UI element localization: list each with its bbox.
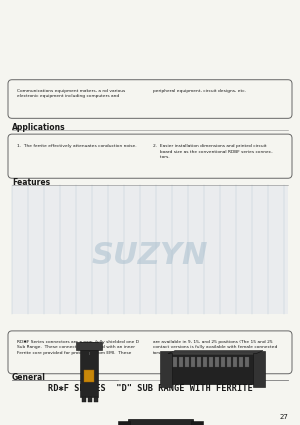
FancyBboxPatch shape	[8, 134, 292, 178]
Bar	[191, 421, 203, 425]
Bar	[88, 397, 92, 402]
Text: peripheral equipment, circuit designs, etc.: peripheral equipment, circuit designs, e…	[153, 89, 246, 93]
Text: Applications: Applications	[12, 123, 66, 132]
Text: RD✱F SERIES  "D" SUB RANGE WITH FERRITE: RD✱F SERIES "D" SUB RANGE WITH FERRITE	[48, 383, 252, 393]
Text: 2.  Easier installation dimensions and printed circuit
     board size as the co: 2. Easier installation dimensions and pr…	[153, 144, 273, 159]
Bar	[160, 351, 172, 387]
Bar	[197, 357, 201, 367]
Bar	[12, 185, 288, 314]
Bar	[179, 357, 183, 367]
Bar	[94, 397, 98, 402]
Bar	[82, 397, 86, 402]
Bar	[76, 342, 102, 350]
Polygon shape	[168, 351, 263, 354]
Bar	[84, 370, 94, 382]
Bar	[253, 351, 265, 387]
Bar	[173, 357, 177, 367]
Text: I: I	[88, 351, 90, 356]
Bar	[245, 357, 249, 367]
FancyBboxPatch shape	[8, 80, 292, 118]
Bar	[221, 357, 225, 367]
Bar	[191, 357, 195, 367]
Text: General: General	[12, 373, 46, 382]
Text: Communications equipment makers, a nd various
electronic equipment including com: Communications equipment makers, a nd va…	[17, 89, 125, 98]
Bar	[128, 419, 193, 425]
Bar	[239, 357, 243, 367]
Bar	[168, 354, 256, 384]
Bar	[209, 357, 213, 367]
Bar	[215, 357, 219, 367]
Bar	[233, 357, 237, 367]
Text: RD✱F Series connectors are a new, fully shielded one D
Sub Range.  These connect: RD✱F Series connectors are a new, fully …	[17, 340, 139, 355]
Text: Features: Features	[12, 178, 50, 187]
Text: 1.  The ferrite effectively attenuates conduction noise.: 1. The ferrite effectively attenuates co…	[17, 144, 136, 148]
FancyBboxPatch shape	[8, 331, 292, 374]
Text: SUZYN: SUZYN	[92, 241, 208, 270]
Bar	[80, 342, 98, 397]
Text: 27: 27	[279, 414, 288, 420]
Bar	[203, 357, 207, 367]
Text: are available in 9, 15, and 25 positions (The 15 and 25
contact versions is full: are available in 9, 15, and 25 positions…	[153, 340, 278, 355]
Bar	[118, 421, 130, 425]
Bar	[227, 357, 231, 367]
Bar	[185, 357, 189, 367]
